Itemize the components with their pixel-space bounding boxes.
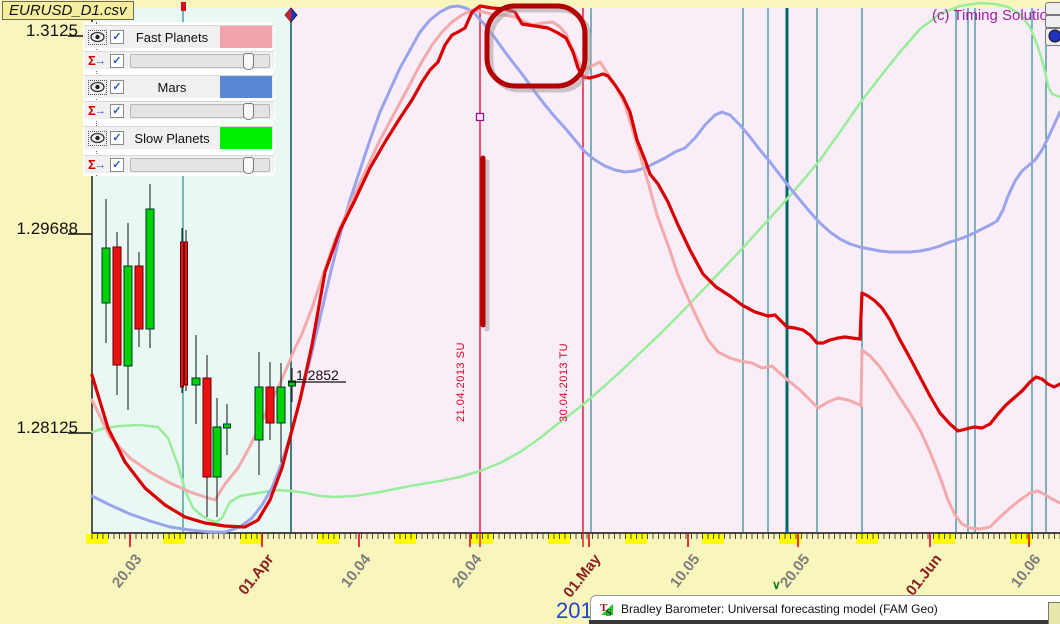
copyright-label: (c) Timing Solution <box>932 7 1057 24</box>
sum-sigma-icon[interactable]: Σ <box>88 157 96 172</box>
annotation-circle <box>484 3 588 89</box>
timing-solution-logo-icon: T S <box>599 601 615 619</box>
svg-text:T: T <box>600 602 608 614</box>
edge-button-globe[interactable] <box>1045 28 1060 46</box>
visibility-eye-icon[interactable] <box>88 79 107 95</box>
curve-color-swatch[interactable] <box>220 26 272 48</box>
sum-arrow-icon: → <box>94 158 106 171</box>
visibility-eye-icon[interactable] <box>88 130 107 146</box>
y-axis-label: 1.3125 <box>26 21 78 40</box>
legend-slider-row: Σ → ✓ <box>83 51 275 70</box>
chart-title-tab[interactable]: EURUSD_D1.csv <box>2 1 134 20</box>
legend-curve-row: ✓ Fast Planets <box>83 25 275 49</box>
curve-color-swatch[interactable] <box>220 76 272 98</box>
svg-text:S: S <box>606 608 612 617</box>
candle-body-down <box>202 377 212 478</box>
weekend-block <box>779 534 801 544</box>
sum-arrow-icon: → <box>94 54 106 67</box>
green-caret-mark: ∨ <box>772 578 781 592</box>
red-date-line-label: 21.04.2013 SU <box>455 342 467 422</box>
curve-checkbox[interactable]: ✓ <box>110 131 124 145</box>
candle-body-up <box>191 377 201 386</box>
sum-sigma-icon[interactable]: Σ <box>88 53 96 68</box>
candle-body-down <box>180 241 184 388</box>
weekend-block <box>702 534 724 544</box>
sum-arrow-icon: → <box>94 104 106 117</box>
candle-body-up <box>145 208 155 330</box>
curve-color-swatch[interactable] <box>220 127 272 149</box>
y-axis-label: 1.29688 <box>16 219 78 238</box>
red-date-line-label: 30.04.2013 TU <box>558 342 570 422</box>
candle-body-down <box>184 241 188 386</box>
slider-thumb[interactable] <box>242 156 254 174</box>
purple-square-marker <box>475 112 485 122</box>
weekend-block <box>163 534 185 544</box>
curve-label: Fast Planets <box>135 29 209 45</box>
weekend-block <box>548 534 570 544</box>
curve-label: Mars <box>157 79 187 95</box>
legend-slider-row: Σ → ✓ <box>83 155 275 174</box>
curve-mars <box>90 4 1060 534</box>
weekend-block <box>625 534 647 544</box>
weekend-block <box>394 534 416 544</box>
globe-icon <box>1048 29 1060 43</box>
weight-slider[interactable] <box>129 102 270 120</box>
weekend-block <box>933 534 955 544</box>
legend-dotted-separator <box>96 22 97 176</box>
slider-thumb[interactable] <box>242 102 254 120</box>
popup-title-text: Bradley Barometer: Universal forecasting… <box>621 601 938 616</box>
candle-body-up <box>254 386 264 441</box>
weight-slider[interactable] <box>129 52 270 70</box>
sum-checkbox[interactable]: ✓ <box>109 53 124 68</box>
weekend-block <box>471 534 493 544</box>
weekend-block <box>856 534 878 544</box>
sum-checkbox[interactable]: ✓ <box>109 157 124 172</box>
curve-slow-planets <box>90 1 1060 524</box>
weekend-block <box>1010 534 1032 544</box>
legend-curve-row: ✓ Slow Planets <box>83 126 275 150</box>
taskbar-popup[interactable]: T S Bradley Barometer: Universal forecas… <box>590 595 1060 622</box>
legend-curve-row: ✓ Mars <box>83 75 275 99</box>
curve-checkbox[interactable]: ✓ <box>110 80 124 94</box>
weekend-block <box>86 534 108 544</box>
candle-body-up <box>212 426 222 478</box>
candle-body-up <box>101 247 111 304</box>
edge-button-2[interactable] <box>1045 15 1060 28</box>
last-price-label: 1.2852 <box>296 367 339 383</box>
slider-thumb[interactable] <box>242 52 254 70</box>
candle-body-up <box>288 380 296 387</box>
edge-button-1[interactable] <box>1045 2 1060 15</box>
legend-slider-row: Σ → ✓ <box>83 101 275 120</box>
y-axis-label: 1.28125 <box>16 418 78 437</box>
curve-checkbox[interactable]: ✓ <box>110 30 124 44</box>
annotation-circle-shadow <box>488 7 592 93</box>
weekend-block <box>317 534 339 544</box>
weight-slider[interactable] <box>129 156 270 174</box>
candle-body-down <box>265 386 275 424</box>
corner-window-fragment <box>1048 602 1060 624</box>
weekend-block <box>240 534 262 544</box>
sum-checkbox[interactable]: ✓ <box>109 103 124 118</box>
candle-body-down <box>112 246 122 366</box>
forecast-legend-panel: ✓ Fast Planets Σ → ✓ ✓ Mars Σ → ✓ ✓ Slow… <box>83 22 275 176</box>
red-flag-marker <box>181 2 186 11</box>
year-label: 201 <box>556 598 593 623</box>
sum-sigma-icon[interactable]: Σ <box>88 103 96 118</box>
curve-label: Slow Planets <box>134 130 210 146</box>
popup-bottom-edge <box>589 620 1060 624</box>
candle-body-down <box>134 265 144 330</box>
curve-composite <box>90 4 1060 529</box>
candle-body-up <box>276 386 286 424</box>
candle-body-up <box>123 265 133 367</box>
visibility-eye-icon[interactable] <box>88 29 107 45</box>
boundary-diamond-left <box>285 8 291 22</box>
candle-body-up <box>223 423 231 429</box>
